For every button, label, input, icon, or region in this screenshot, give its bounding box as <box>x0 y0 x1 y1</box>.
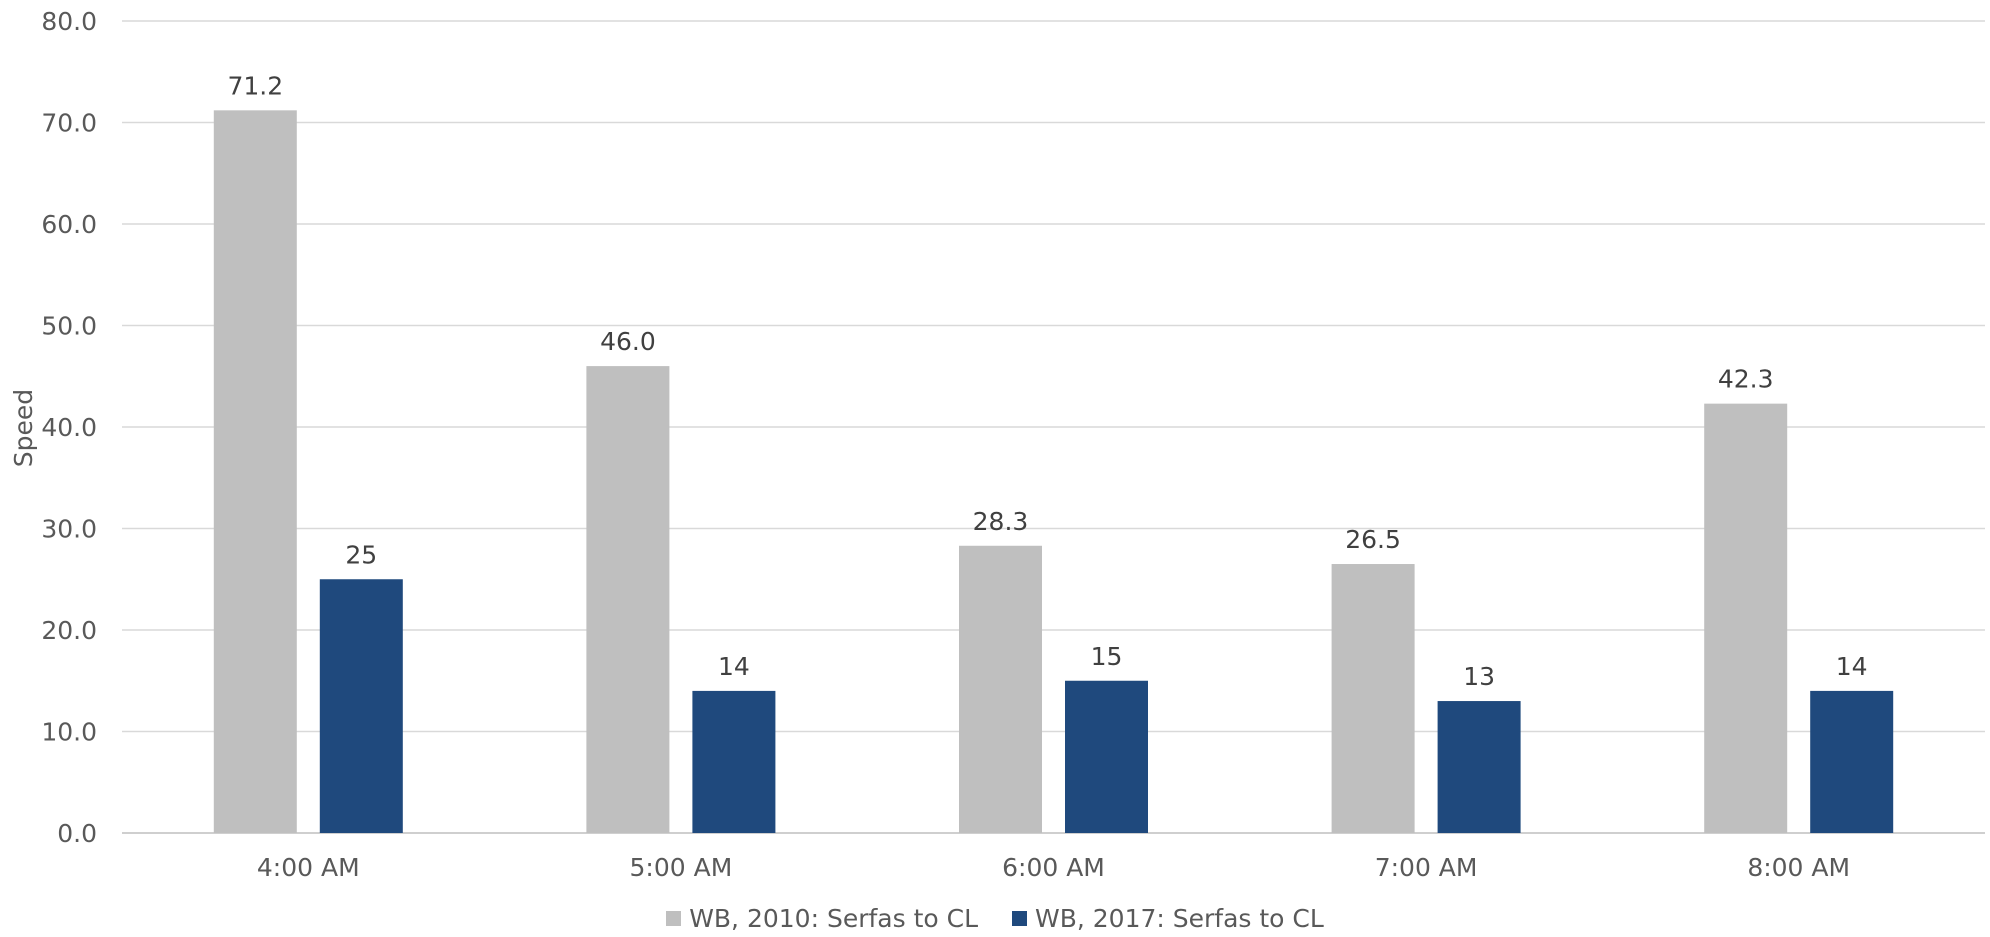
gridlines <box>122 20 1985 834</box>
data-label: 13 <box>1463 662 1495 691</box>
bar-2010 <box>213 110 297 833</box>
y-axis-ticks: 0.0 10.0 20.0 30.0 40.0 50.0 60.0 70.0 80.0 <box>41 7 97 848</box>
data-label: 14 <box>1836 652 1868 681</box>
x-tick-label: 5:00 AM <box>630 853 733 882</box>
data-label: 25 <box>345 540 377 569</box>
bar-2010 <box>959 545 1042 833</box>
x-tick-label: 8:00 AM <box>1747 853 1850 882</box>
data-label: 15 <box>1091 642 1123 671</box>
y-tick-label: 50.0 <box>41 312 97 341</box>
data-label: 71.2 <box>227 71 283 100</box>
legend-swatch-2010 <box>666 911 682 926</box>
data-label: 26.5 <box>1345 525 1401 554</box>
plot-area: 0.0 10.0 20.0 30.0 40.0 50.0 60.0 70.0 80.0 71.2… <box>9 7 1985 882</box>
x-tick-label: 6:00 AM <box>1002 853 1105 882</box>
legend-label-2010: WB, 2010: Serfas to CL <box>689 904 978 933</box>
x-tick-label: 7:00 AM <box>1375 853 1478 882</box>
legend-label-2017: WB, 2017: Serfas to CL <box>1035 904 1324 933</box>
bar-2017 <box>1437 701 1521 833</box>
data-label: 28.3 <box>973 507 1029 536</box>
y-tick-label: 10.0 <box>41 718 97 747</box>
y-tick-label: 80.0 <box>41 7 97 36</box>
bar-2017 <box>319 579 403 833</box>
x-tick-label: 4:00 AM <box>257 853 360 882</box>
y-tick-label: 60.0 <box>41 210 97 239</box>
bar-2010 <box>1331 564 1415 833</box>
legend-item-2017: WB, 2017: Serfas to CL <box>1012 904 1324 933</box>
data-label: 46.0 <box>600 327 656 356</box>
data-label: 14 <box>718 652 750 681</box>
legend-swatch-2017 <box>1012 911 1027 926</box>
bars: 71.2 25 46.0 14 28.3 15 26.5 13 42.3 14 <box>213 71 1894 833</box>
bar-2010 <box>1704 403 1788 833</box>
bar-2017 <box>1065 680 1148 833</box>
bar-2017 <box>692 690 776 833</box>
y-tick-label: 20.0 <box>41 616 97 645</box>
y-tick-label: 40.0 <box>41 413 97 442</box>
x-axis-ticks: 4:00 AM 5:00 AM 6:00 AM 7:00 AM 8:00 AM <box>257 853 1850 882</box>
bar-2017 <box>1810 690 1894 833</box>
legend: WB, 2010: Serfas to CL WB, 2017: Serfas … <box>0 904 1990 933</box>
y-tick-label: 0.0 <box>57 819 97 848</box>
data-label: 42.3 <box>1718 365 1774 394</box>
y-axis-label: Speed <box>9 389 38 467</box>
y-tick-label: 30.0 <box>41 515 97 544</box>
y-tick-label: 70.0 <box>41 109 97 138</box>
legend-item-2010: WB, 2010: Serfas to CL <box>666 904 978 933</box>
bar-2010 <box>586 366 670 833</box>
